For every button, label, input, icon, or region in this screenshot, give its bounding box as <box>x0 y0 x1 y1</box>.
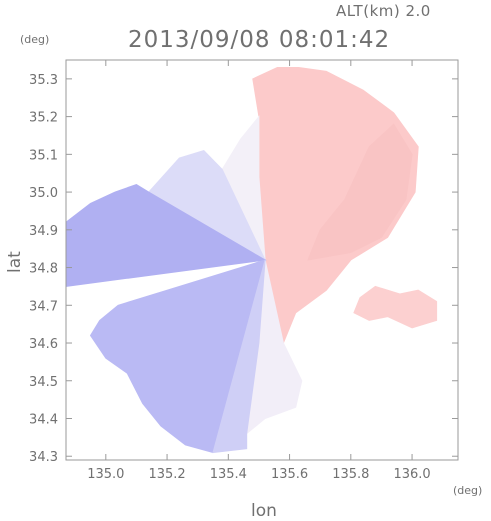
y-tick-label: 34.7 <box>29 299 58 314</box>
plot-frame <box>65 59 459 461</box>
x-tick-label: 135.0 <box>87 467 124 482</box>
x-tick-label: 135.4 <box>210 467 247 482</box>
y-tick-label: 35.1 <box>29 148 58 163</box>
y-tick-label: 35.0 <box>29 186 58 201</box>
y-tick-label: 34.9 <box>29 224 58 239</box>
region-receding-north-east <box>252 67 419 345</box>
y-tick-label: 35.3 <box>29 73 58 88</box>
y-tick-label: 34.3 <box>29 450 58 465</box>
region-receding-east-island <box>353 285 438 329</box>
region-approaching-south-west <box>89 259 266 454</box>
x-tick-label: 135.2 <box>148 467 185 482</box>
x-tick-label: 135.6 <box>271 467 308 482</box>
x-axis-label: lon <box>251 501 277 521</box>
timestamp-title: 2013/09/08 08:01:42 <box>128 27 391 53</box>
y-tick-label: 34.5 <box>29 375 58 390</box>
region-approaching-south <box>212 259 266 454</box>
altitude-label: ALT(km) 2.0 <box>336 2 431 20</box>
y-tick-label: 34.6 <box>29 337 58 352</box>
x-tick-label: 136.0 <box>393 467 430 482</box>
y-tick-label: 34.8 <box>29 262 58 277</box>
velocity-regions <box>65 67 438 454</box>
y-tick-label: 34.4 <box>29 412 58 427</box>
x-tick-label: 135.8 <box>332 467 369 482</box>
y-tick-label: 35.2 <box>29 111 58 126</box>
y-axis-unit: (deg) <box>20 33 50 46</box>
region-receding-far-east <box>307 123 413 261</box>
x-axis-unit: (deg) <box>453 484 483 497</box>
x-axis-ticks: 135.0 135.2 135.4 135.6 135.8 136.0 <box>87 60 431 482</box>
y-axis-ticks: 34.3 34.4 34.5 34.6 34.7 34.8 34.9 35.0 35.1 35.2… <box>29 73 458 465</box>
